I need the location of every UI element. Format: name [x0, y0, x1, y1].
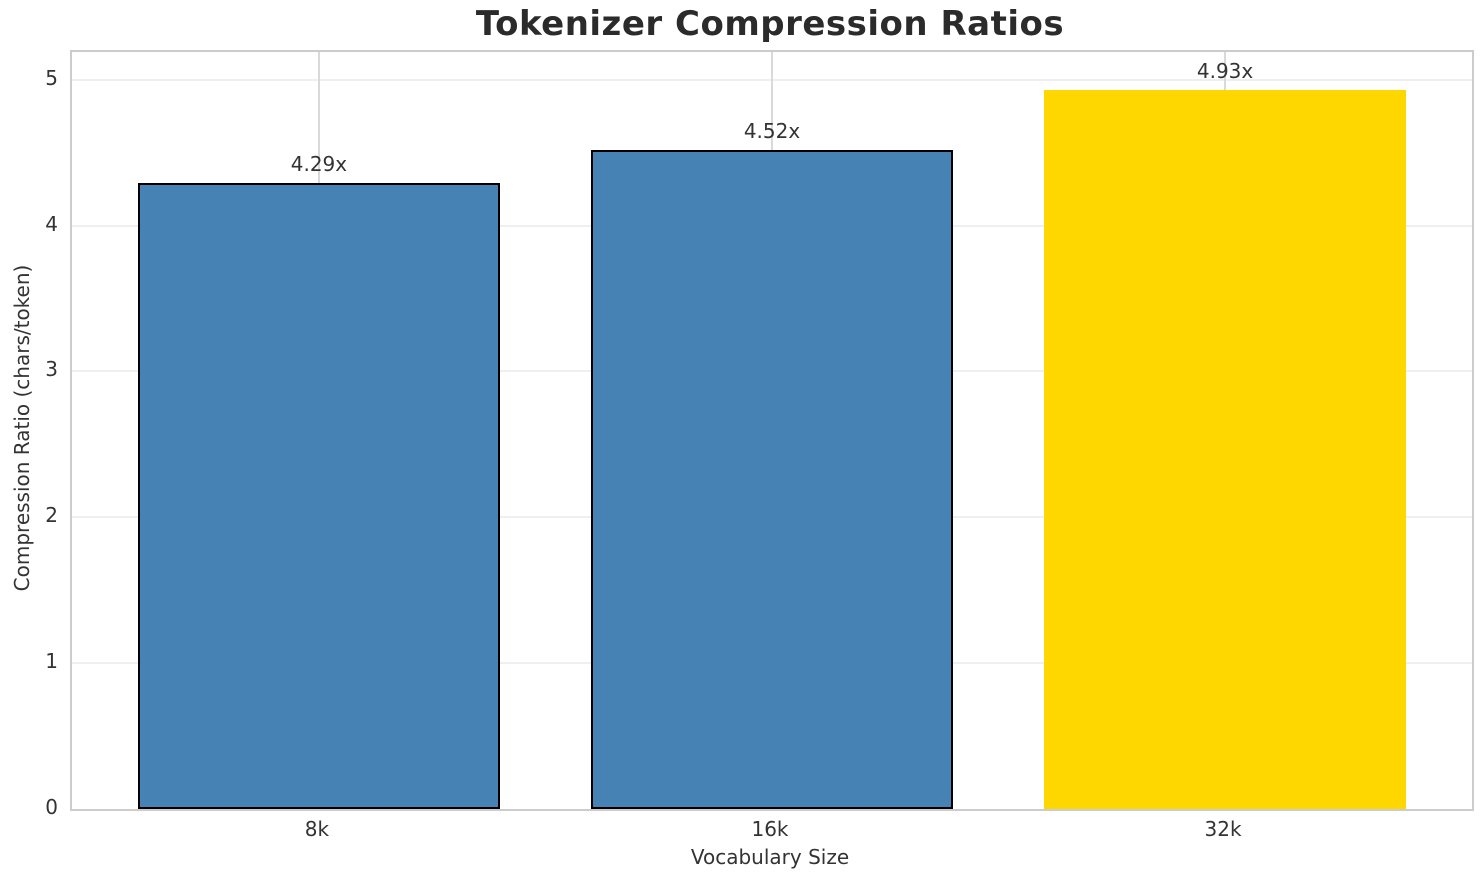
x-tick-label: 16k — [751, 817, 789, 841]
x-tick-label: 32k — [1204, 817, 1242, 841]
bar-8k — [137, 183, 501, 809]
y-tick-label: 0 — [45, 795, 58, 819]
y-tick-label: 2 — [45, 503, 58, 528]
bar-value-label: 4.52x — [743, 118, 801, 143]
y-tick-label: 4 — [45, 211, 58, 236]
y-tick-label: 3 — [45, 357, 58, 382]
plot-area: 4.29x 4.52x 4.93x — [70, 50, 1474, 811]
x-axis-label: Vocabulary Size — [690, 845, 850, 869]
bar-16k — [590, 149, 954, 809]
y-axis-label: Compression Ratio (chars/token) — [10, 264, 34, 592]
y-tick-label: 1 — [45, 649, 58, 674]
y-tick-label: 5 — [45, 65, 58, 90]
bar-value-label: 4.93x — [1196, 58, 1254, 83]
chart-title: Tokenizer Compression Ratios — [475, 4, 1065, 44]
x-tick-label: 8k — [304, 817, 330, 841]
bar-value-label: 4.29x — [290, 152, 348, 177]
bar-32k — [1043, 89, 1407, 809]
